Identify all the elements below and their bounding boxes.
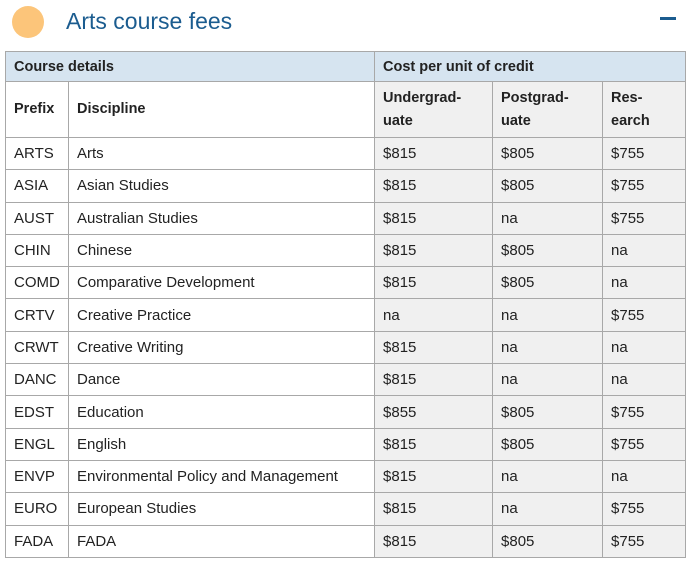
cell-undergraduate: $815	[374, 169, 494, 203]
cell-undergraduate: $815	[374, 459, 494, 494]
cell-undergraduate: $815	[374, 201, 494, 235]
cell-prefix: CRTV	[5, 298, 69, 332]
minus-icon	[660, 17, 676, 20]
table-row: EDST Education $855 $805 $755	[5, 395, 687, 429]
column-header-postgraduate-part2: uate	[501, 112, 531, 129]
table-row: ASIA Asian Studies $815 $805 $755	[5, 169, 687, 203]
column-header-undergraduate: Undergrad- uate	[374, 81, 494, 138]
cell-discipline: Australian Studies	[67, 201, 376, 235]
cell-discipline: Asian Studies	[67, 169, 376, 203]
table-row: DANC Dance $815 na na	[5, 363, 687, 397]
table-row: COMD Comparative Development $815 $805 na	[5, 266, 687, 300]
cell-undergraduate: $815	[374, 330, 494, 365]
group-header-row: Course details Cost per unit of credit	[4, 51, 687, 82]
cell-research: na	[602, 363, 687, 397]
cell-postgraduate: na	[492, 330, 604, 365]
cell-discipline: European Studies	[67, 492, 376, 526]
group-header-course-details: Course details	[4, 51, 376, 82]
cell-undergraduate: $815	[374, 492, 494, 526]
cell-postgraduate: na	[492, 201, 604, 235]
cell-research: $755	[602, 524, 687, 558]
cell-prefix: DANC	[5, 363, 69, 397]
fees-table: Course details Cost per unit of credit P…	[4, 51, 687, 558]
cell-discipline: Dance	[67, 363, 376, 397]
section-dot-icon	[12, 6, 44, 38]
cell-discipline: Comparative Development	[67, 266, 376, 300]
cell-undergraduate: $815	[374, 266, 494, 300]
column-header-row: Prefix Discipline Undergrad- uate Postgr…	[5, 81, 687, 138]
column-header-prefix: Prefix	[5, 81, 69, 138]
table-row: FADA FADA $815 $805 $755	[5, 524, 687, 558]
cell-postgraduate: $805	[492, 169, 604, 203]
column-header-research-part2: earch	[611, 112, 650, 129]
cell-prefix: ARTS	[5, 136, 69, 171]
cell-research: na	[602, 266, 687, 300]
cell-research: $755	[602, 492, 687, 526]
table-row: CRTV Creative Practice na na $755	[5, 298, 687, 332]
table-row: EURO European Studies $815 na $755	[5, 492, 687, 526]
column-header-undergraduate-part2: uate	[383, 112, 413, 129]
cell-research: na	[602, 330, 687, 365]
column-header-research-part1: Res-	[611, 89, 643, 106]
table-row: ENGL English $815 $805 $755	[5, 427, 687, 461]
cell-postgraduate: $805	[492, 395, 604, 429]
table-row: ARTS Arts $815 $805 $755	[5, 136, 687, 171]
column-header-research: Res- earch	[602, 81, 687, 138]
cell-postgraduate: $805	[492, 266, 604, 300]
cell-discipline: Creative Writing	[67, 330, 376, 365]
column-header-discipline: Discipline	[67, 81, 376, 138]
cell-discipline: Education	[67, 395, 376, 429]
cell-postgraduate: na	[492, 298, 604, 332]
cell-prefix: ENGL	[5, 427, 69, 461]
column-header-postgraduate-part1: Postgrad-	[501, 89, 569, 106]
cell-research: $755	[602, 298, 687, 332]
table-row: CHIN Chinese $815 $805 na	[5, 233, 687, 268]
cell-postgraduate: $805	[492, 136, 604, 171]
cell-prefix: CRWT	[5, 330, 69, 365]
cell-postgraduate: $805	[492, 524, 604, 558]
cell-undergraduate: $815	[374, 363, 494, 397]
cell-prefix: ASIA	[5, 169, 69, 203]
cell-undergraduate: $815	[374, 427, 494, 461]
cell-discipline: Chinese	[67, 233, 376, 268]
cell-research: na	[602, 233, 687, 268]
table-row: CRWT Creative Writing $815 na na	[5, 330, 687, 365]
cell-undergraduate: $815	[374, 136, 494, 171]
cell-discipline: Environmental Policy and Management	[67, 459, 376, 494]
cell-prefix: FADA	[5, 524, 69, 558]
cell-discipline: Arts	[67, 136, 376, 171]
cell-postgraduate: $805	[492, 233, 604, 268]
cell-prefix: ENVP	[5, 459, 69, 494]
cell-research: $755	[602, 201, 687, 235]
section-header: Arts course fees	[0, 0, 691, 44]
column-header-postgraduate: Postgrad- uate	[492, 81, 604, 138]
collapse-button[interactable]	[660, 13, 678, 27]
cell-prefix: AUST	[5, 201, 69, 235]
cell-research: na	[602, 459, 687, 494]
cell-undergraduate: $815	[374, 524, 494, 558]
cell-undergraduate: $815	[374, 233, 494, 268]
cell-undergraduate: na	[374, 298, 494, 332]
cell-discipline: Creative Practice	[67, 298, 376, 332]
group-header-cost: Cost per unit of credit	[374, 51, 687, 82]
cell-discipline: English	[67, 427, 376, 461]
cell-postgraduate: $805	[492, 427, 604, 461]
cell-research: $755	[602, 427, 687, 461]
cell-research: $755	[602, 136, 687, 171]
table-row: ENVP Environmental Policy and Management $…	[5, 459, 687, 494]
cell-discipline: FADA	[67, 524, 376, 558]
column-header-undergraduate-part1: Undergrad-	[383, 89, 462, 106]
cell-postgraduate: na	[492, 459, 604, 494]
section-title: Arts course fees	[66, 8, 233, 34]
cell-postgraduate: na	[492, 492, 604, 526]
cell-research: $755	[602, 395, 687, 429]
cell-postgraduate: na	[492, 363, 604, 397]
cell-prefix: COMD	[5, 266, 69, 300]
cell-prefix: EURO	[5, 492, 69, 526]
cell-prefix: CHIN	[5, 233, 69, 268]
table-row: AUST Australian Studies $815 na $755	[5, 201, 687, 235]
cell-prefix: EDST	[5, 395, 69, 429]
cell-research: $755	[602, 169, 687, 203]
cell-undergraduate: $855	[374, 395, 494, 429]
